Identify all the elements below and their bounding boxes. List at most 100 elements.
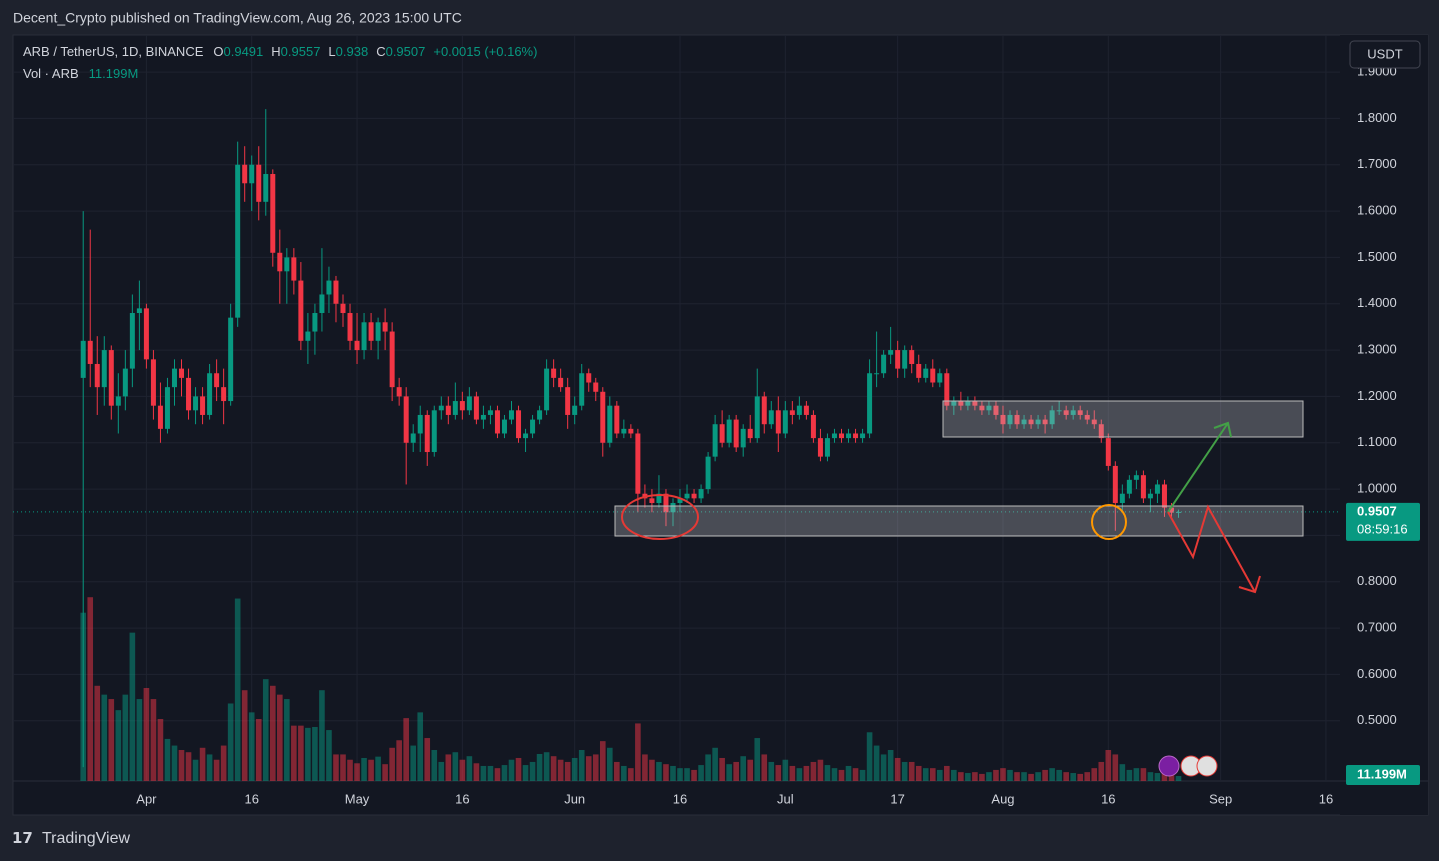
candle-body xyxy=(1140,475,1146,499)
candle-body xyxy=(600,391,606,443)
volume-bar xyxy=(298,725,304,781)
volume-bar xyxy=(979,773,985,781)
candle-body xyxy=(1091,419,1097,425)
volume-bar xyxy=(705,754,711,781)
volume-bar xyxy=(466,756,473,781)
candle-body xyxy=(214,373,220,388)
candle-body xyxy=(193,396,199,411)
candle-body xyxy=(705,456,711,490)
candle-body xyxy=(1070,410,1076,415)
volume-bar xyxy=(417,712,424,781)
red-ellipse xyxy=(621,494,699,540)
candle-body xyxy=(207,373,213,415)
volume-bar xyxy=(1000,768,1006,781)
price-axis xyxy=(1340,35,1428,815)
volume-bar xyxy=(501,765,508,781)
candle-body xyxy=(909,350,915,364)
volume-bar xyxy=(564,761,571,781)
candle-body xyxy=(1119,493,1125,503)
volume-bar xyxy=(1007,769,1013,781)
candle-body xyxy=(150,359,156,406)
candle-body xyxy=(312,313,318,332)
candle-body xyxy=(684,493,690,499)
volume-bar xyxy=(410,745,417,781)
legend-value: 0.938 xyxy=(336,44,369,59)
candle-body xyxy=(129,313,135,369)
volume-bar xyxy=(319,690,325,781)
candle-body xyxy=(888,350,894,355)
candle-body xyxy=(256,164,262,202)
candle-body xyxy=(712,424,718,457)
candle-body xyxy=(284,257,290,272)
candle-body xyxy=(1028,419,1034,425)
event-icon xyxy=(1196,755,1218,777)
candle-body xyxy=(726,419,732,443)
candle-body xyxy=(235,164,241,318)
candle-body xyxy=(291,257,297,281)
volume-bar xyxy=(122,694,129,781)
candle-body xyxy=(1049,410,1055,425)
currency-label: USDT xyxy=(1367,46,1402,61)
volume-bar xyxy=(487,765,494,781)
candle-body xyxy=(389,331,395,388)
volume-bar xyxy=(571,757,578,781)
candle-body xyxy=(242,164,248,184)
volume-bar xyxy=(922,768,929,781)
candle-body xyxy=(115,396,121,406)
volume-bar xyxy=(269,685,276,781)
volume-bar xyxy=(635,723,641,781)
candle-body xyxy=(438,405,444,411)
volume-bar xyxy=(1077,773,1084,781)
volume-bar xyxy=(241,690,248,781)
x-tick-label: May xyxy=(345,791,370,806)
volume-bar xyxy=(1098,761,1105,781)
volume-bar xyxy=(1049,768,1055,781)
candle-body xyxy=(1168,507,1174,513)
x-tick-label: Sep xyxy=(1209,791,1232,806)
candle-body xyxy=(663,493,669,513)
volume-bar xyxy=(536,753,543,781)
volume-bar xyxy=(515,757,522,781)
y-tick-label: 1.5000 xyxy=(1357,249,1397,264)
candle-body xyxy=(459,401,465,411)
volume-bar xyxy=(143,688,150,781)
candle-body xyxy=(382,322,388,332)
volume-bar xyxy=(908,761,915,781)
candle-body xyxy=(853,433,859,439)
volume-bar xyxy=(670,765,676,781)
volume-bar xyxy=(136,699,143,781)
candle-body xyxy=(530,419,536,434)
candle-body xyxy=(1147,493,1153,499)
brand-name: TradingView xyxy=(42,830,130,847)
candle-body xyxy=(1042,419,1048,425)
candle-body xyxy=(733,419,739,448)
volume-bar xyxy=(550,756,557,781)
countdown-label: 08:59:16 xyxy=(1357,521,1408,536)
volume-bar xyxy=(1063,772,1069,781)
candle-body xyxy=(466,396,472,411)
volume-bar xyxy=(361,757,367,781)
volume-bar xyxy=(866,732,873,781)
volume-bar xyxy=(1042,769,1048,781)
currency-button[interactable] xyxy=(1349,40,1421,69)
candle-body xyxy=(817,438,823,457)
volume-bar xyxy=(726,764,732,781)
volume-bar xyxy=(775,765,782,781)
candle-body xyxy=(558,377,564,388)
volume-bar xyxy=(480,765,487,781)
volume-bar xyxy=(614,761,620,781)
volume-bar xyxy=(929,768,936,781)
volume-bar xyxy=(340,754,346,781)
candle-body xyxy=(923,368,929,378)
volume-bar xyxy=(747,759,754,781)
candle-body xyxy=(452,401,458,415)
candle-body xyxy=(979,405,985,411)
volume-bar xyxy=(508,759,515,781)
event-icon xyxy=(1158,755,1180,777)
volume-bar xyxy=(1091,768,1098,781)
volume-bar xyxy=(326,730,332,781)
candle-body xyxy=(410,433,416,443)
volume-bar xyxy=(1056,769,1062,781)
candle-body xyxy=(1098,424,1104,439)
candle-body xyxy=(621,428,627,434)
